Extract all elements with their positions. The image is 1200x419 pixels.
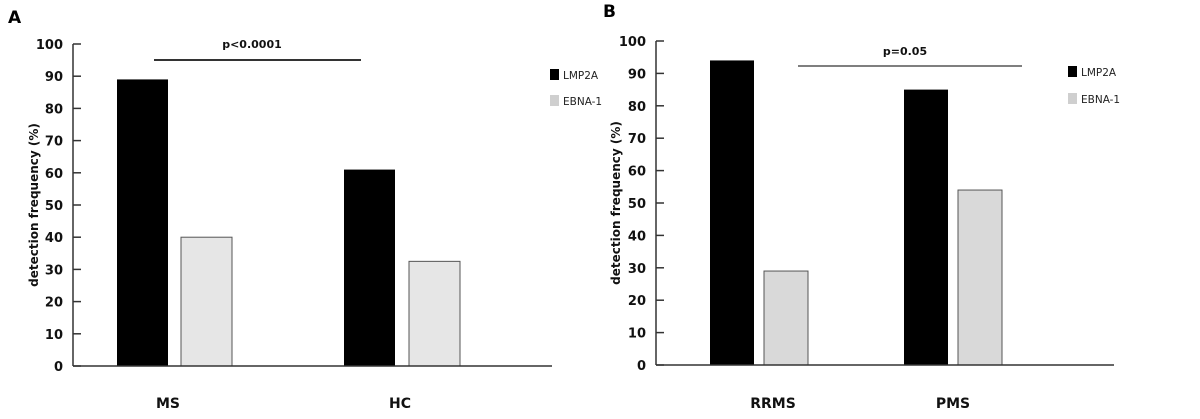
y-tick-label: 100: [619, 35, 646, 50]
legend-swatch-ebna-1: [1068, 93, 1077, 104]
legend-swatch-lmp2a: [1068, 66, 1077, 77]
x-tick-label: HC: [389, 396, 411, 412]
y-tick-label: 0: [54, 360, 63, 375]
bar-ebna-1-hc: [408, 260, 461, 367]
p-value-annotation: p=0.05: [883, 45, 927, 58]
legend-label: EBNA-1: [563, 96, 602, 108]
y-tick-label: 90: [628, 67, 646, 82]
bar-lmp2a-pms: [904, 89, 948, 365]
bar-lmp2a-rrms: [710, 60, 754, 365]
y-tick-label: 10: [628, 327, 646, 342]
y-tick-label: 100: [36, 38, 63, 53]
bar-ebna-1-pms: [957, 189, 1003, 366]
legend-swatch-ebna-1: [550, 95, 559, 106]
y-tick-label: 80: [45, 102, 63, 117]
y-tick-label: 80: [628, 100, 646, 115]
legend-swatch-lmp2a: [550, 69, 559, 80]
panel-label: B: [603, 2, 616, 22]
bar-lmp2a-ms: [117, 79, 168, 367]
y-tick-label: 20: [628, 294, 646, 309]
bar-ebna-1-ms: [180, 236, 233, 367]
y-tick-label: 10: [45, 328, 63, 343]
x-tick-label: PMS: [936, 396, 970, 412]
legend-label: LMP2A: [563, 70, 599, 82]
y-tick-label: 30: [628, 262, 646, 277]
y-tick-label: 70: [628, 132, 646, 147]
panel-a: A 0 10 20 30 40 50 60 70 80 90 100 MS HC detection fre…: [8, 8, 602, 412]
p-value-annotation: p<0.0001: [222, 38, 282, 51]
y-tick-label: 50: [45, 199, 63, 214]
y-tick-label: 60: [628, 165, 646, 180]
y-tick-label: 40: [628, 229, 646, 244]
y-tick-label: 60: [45, 167, 63, 182]
y-tick-label: 90: [45, 70, 63, 85]
y-tick-label: 40: [45, 231, 63, 246]
bar-lmp2a-hc: [344, 169, 395, 366]
legend-label: EBNA-1: [1081, 94, 1120, 106]
y-axis-label: detection frequency (%): [609, 121, 623, 285]
y-tick-label: 20: [45, 296, 63, 311]
legend-label: LMP2A: [1081, 67, 1117, 79]
y-tick-label: 70: [45, 135, 63, 150]
x-tick-label: MS: [156, 396, 180, 412]
y-tick-label: 0: [637, 359, 646, 374]
y-tick-label: 50: [628, 197, 646, 212]
x-tick-label: RRMS: [750, 396, 796, 412]
y-axis-label: detection frequency (%): [27, 123, 41, 287]
y-tick-label: 30: [45, 263, 63, 278]
panel-label: A: [8, 8, 22, 28]
panel-b: B 0 10 20 30 40 50 60 70 80 90 100 RRMS PMS detection …: [603, 2, 1120, 412]
bar-ebna-1-rrms: [763, 270, 809, 366]
